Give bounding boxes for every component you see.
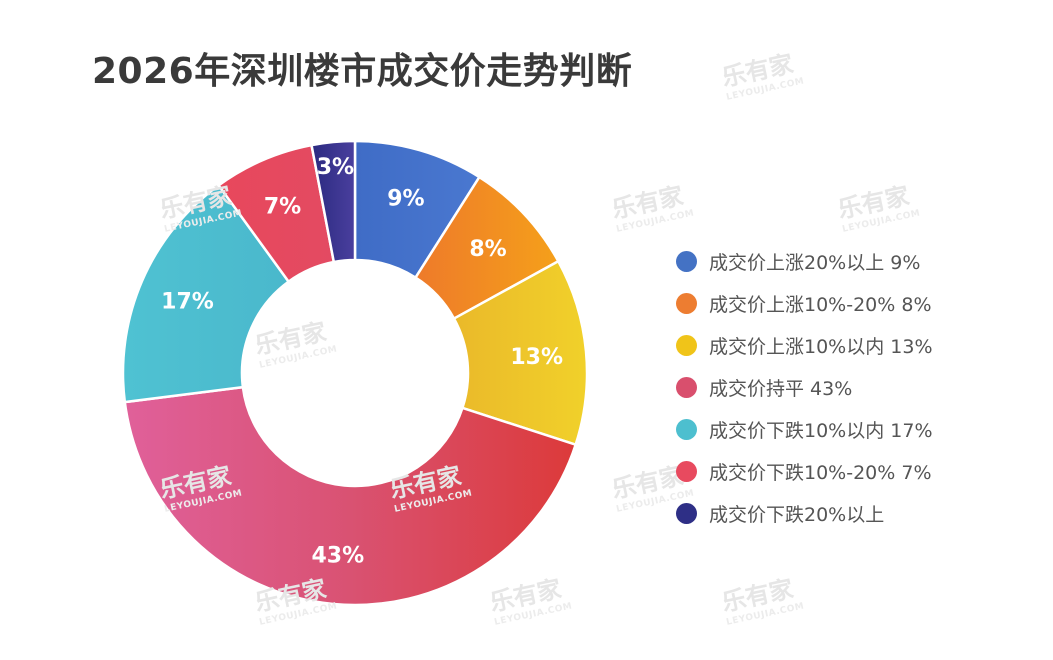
legend-item: 成交价上涨10%-20% 8% [676, 282, 933, 324]
slice-label: 9% [387, 187, 424, 212]
legend-swatch-icon [676, 250, 697, 272]
slice-label: 8% [469, 237, 506, 262]
legend-item: 成交价上涨20%以上 9% [676, 240, 933, 282]
chart-title: 2026年深圳楼市成交价走势判断 [92, 51, 633, 92]
legend-label: 成交价下跌20%以上 [709, 503, 885, 526]
legend-item: 成交价下跌10%-20% 7% [676, 450, 933, 492]
legend-swatch-icon [676, 460, 697, 482]
chart-legend: 成交价上涨20%以上 9% 成交价上涨10%-20% 8% 成交价上涨10%以内… [676, 240, 933, 534]
legend-label: 成交价下跌10%以内 17% [709, 419, 933, 442]
legend-item: 成交价持平 43% [676, 366, 933, 408]
legend-swatch-icon [676, 376, 697, 398]
legend-label: 成交价持平 43% [709, 377, 853, 400]
slice-label: 7% [264, 195, 301, 220]
legend-swatch-icon [676, 502, 697, 524]
legend-label: 成交价上涨10%以内 13% [709, 335, 933, 358]
donut-slice [123, 385, 578, 607]
legend-item: 成交价上涨10%以内 13% [676, 324, 933, 366]
legend-swatch-icon [676, 334, 697, 356]
legend-label: 成交价上涨10%-20% 8% [709, 293, 932, 316]
slice-label: 17% [161, 290, 214, 315]
legend-label: 成交价下跌10%-20% 7% [709, 461, 932, 484]
slice-labels: 9% 8% 13% 43% 17% 7% 3% [161, 155, 563, 569]
legend-swatch-icon [676, 292, 697, 314]
donut-slice [310, 139, 357, 264]
legend-swatch-icon [676, 418, 697, 440]
slice-label: 43% [311, 544, 364, 569]
legend-item: 成交价下跌20%以上 [676, 492, 933, 534]
donut-slices [121, 139, 589, 607]
legend-label: 成交价上涨20%以上 9% [709, 251, 921, 274]
slice-label: 13% [510, 345, 563, 370]
legend-item: 成交价下跌10%以内 17% [676, 408, 933, 450]
slice-label: 3% [317, 155, 354, 180]
donut-slice [121, 183, 291, 404]
